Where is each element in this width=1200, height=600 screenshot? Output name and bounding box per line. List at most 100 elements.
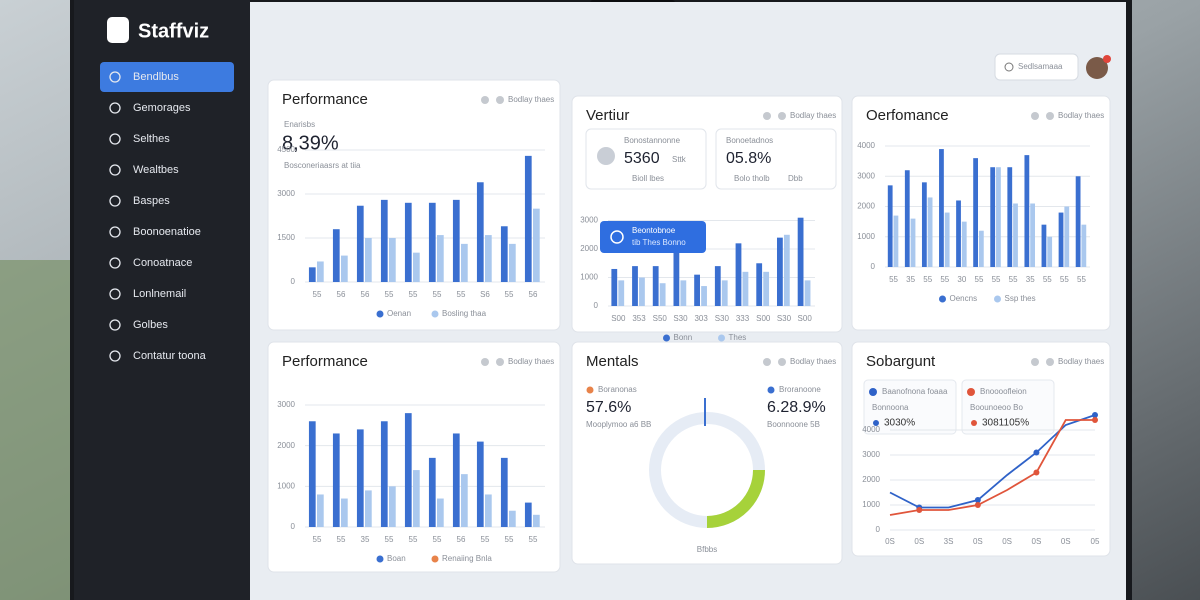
y-tick-label: 1500 — [277, 233, 295, 242]
panel-menu[interactable]: Bodlay thaes — [1058, 111, 1104, 120]
panel-menu[interactable]: Bodlay thaes — [508, 95, 554, 104]
bar — [1013, 203, 1018, 267]
panel — [571, 341, 843, 565]
tooltip-text: tib Thes Bonno — [632, 238, 686, 247]
stat-note: Boonnoone 5B — [767, 420, 820, 429]
x-tick-label: S6 — [480, 290, 490, 299]
bar — [721, 280, 728, 306]
nav-item[interactable]: Contatur toona — [133, 350, 207, 362]
bar — [365, 238, 372, 282]
bar — [1058, 212, 1064, 267]
x-tick-label: 55 — [385, 290, 394, 299]
legend-card — [961, 379, 1055, 435]
y-tick-label: 4000 — [857, 141, 875, 150]
nav-item[interactable]: Lonlnemail — [133, 288, 186, 300]
x-tick-label: 55 — [1009, 275, 1018, 284]
avatar[interactable] — [1086, 57, 1108, 79]
card-value: 3081105% — [982, 418, 1029, 429]
nav-item: Bendlbus — [133, 71, 179, 83]
x-tick-label: S00 — [756, 314, 771, 323]
line — [889, 419, 1095, 516]
bar — [380, 199, 388, 282]
nav-icon — [109, 195, 121, 207]
panel-menu[interactable]: Bodlay thaes — [508, 357, 554, 366]
nav-item[interactable]: Conoatnace — [133, 257, 192, 269]
x-tick-label: 55 — [975, 275, 984, 284]
legend-label: Boan — [387, 554, 406, 563]
x-tick-label: 55 — [409, 535, 418, 544]
card-value: 3030% — [884, 418, 915, 429]
bar — [978, 230, 984, 267]
bar — [317, 261, 324, 282]
nav-item[interactable]: Gemorages — [133, 102, 191, 114]
card-note: Bioll lbes — [632, 174, 664, 183]
nav-item[interactable]: Selthes — [133, 133, 170, 145]
bar — [990, 167, 996, 267]
x-tick-label: 55 — [433, 290, 442, 299]
sidebar — [74, 0, 250, 600]
bar — [927, 197, 933, 267]
bar — [452, 199, 460, 282]
kpi-card — [585, 128, 707, 190]
panel-title: Mentals — [586, 353, 639, 370]
panel-title: Performance — [282, 353, 368, 370]
stat-value: 6.28.9% — [767, 399, 826, 416]
bar — [332, 433, 340, 527]
menu-dot — [1031, 112, 1039, 120]
bar — [701, 286, 707, 306]
stat-note: Mooplymoo a6 BB — [586, 420, 651, 429]
point — [1033, 449, 1040, 456]
bar — [996, 167, 1001, 267]
x-tick-label: 56 — [361, 290, 370, 299]
point — [916, 507, 923, 513]
brand: Staffviz — [138, 20, 209, 42]
menu-dot — [481, 96, 489, 104]
logo — [107, 17, 129, 43]
search-box[interactable] — [994, 53, 1079, 81]
nav-item[interactable]: Boonoenatioe — [133, 226, 201, 238]
x-tick-label: 55 — [1043, 275, 1052, 284]
nav-icon — [109, 350, 121, 362]
x-tick-label: 56 — [529, 290, 538, 299]
menu-dot — [481, 358, 489, 366]
y-tick-label: 3000 — [580, 216, 598, 225]
bar — [1024, 155, 1030, 267]
panel-menu[interactable]: Bodlay thaes — [790, 357, 836, 366]
bar — [461, 243, 468, 282]
kpi-card — [715, 128, 837, 190]
x-tick-label: 0S — [885, 537, 895, 546]
panel-title: Performance — [282, 91, 368, 108]
legend-dot — [967, 388, 975, 396]
legend-dot — [994, 295, 1001, 303]
legend-label: Thes — [729, 333, 747, 342]
x-tick-label: 55 — [1060, 275, 1069, 284]
y-tick-label: 2000 — [580, 244, 598, 253]
x-tick-label: 55 — [992, 275, 1001, 284]
bar — [389, 486, 396, 527]
legend-dot — [376, 555, 384, 563]
panel-menu[interactable]: Bodlay thaes — [790, 111, 836, 120]
bar — [1064, 206, 1070, 267]
tooltip-icon — [610, 230, 624, 244]
x-tick-label: 0S — [914, 537, 924, 546]
x-tick-label: 0S — [1061, 537, 1071, 546]
bar — [509, 243, 516, 282]
bar — [485, 235, 492, 282]
panel-menu[interactable]: Bodlay thaes — [1058, 357, 1104, 366]
bar — [485, 494, 492, 527]
bar — [308, 267, 316, 282]
bar — [341, 255, 348, 282]
kpi-note: Bosconeriaasrs at tiia — [284, 161, 361, 170]
panel — [851, 95, 1111, 331]
bar — [389, 238, 396, 282]
bar — [356, 205, 364, 282]
nav-item[interactable]: Wealtbes — [133, 164, 179, 176]
bar — [804, 280, 811, 306]
menu-dot — [496, 96, 504, 104]
nav-item[interactable]: Golbes — [133, 319, 168, 331]
card-label: Bonoetadnos — [726, 136, 773, 145]
nav-active[interactable] — [100, 62, 234, 92]
bar — [317, 494, 324, 527]
legend-card — [863, 379, 957, 435]
nav-item[interactable]: Baspes — [133, 195, 170, 207]
